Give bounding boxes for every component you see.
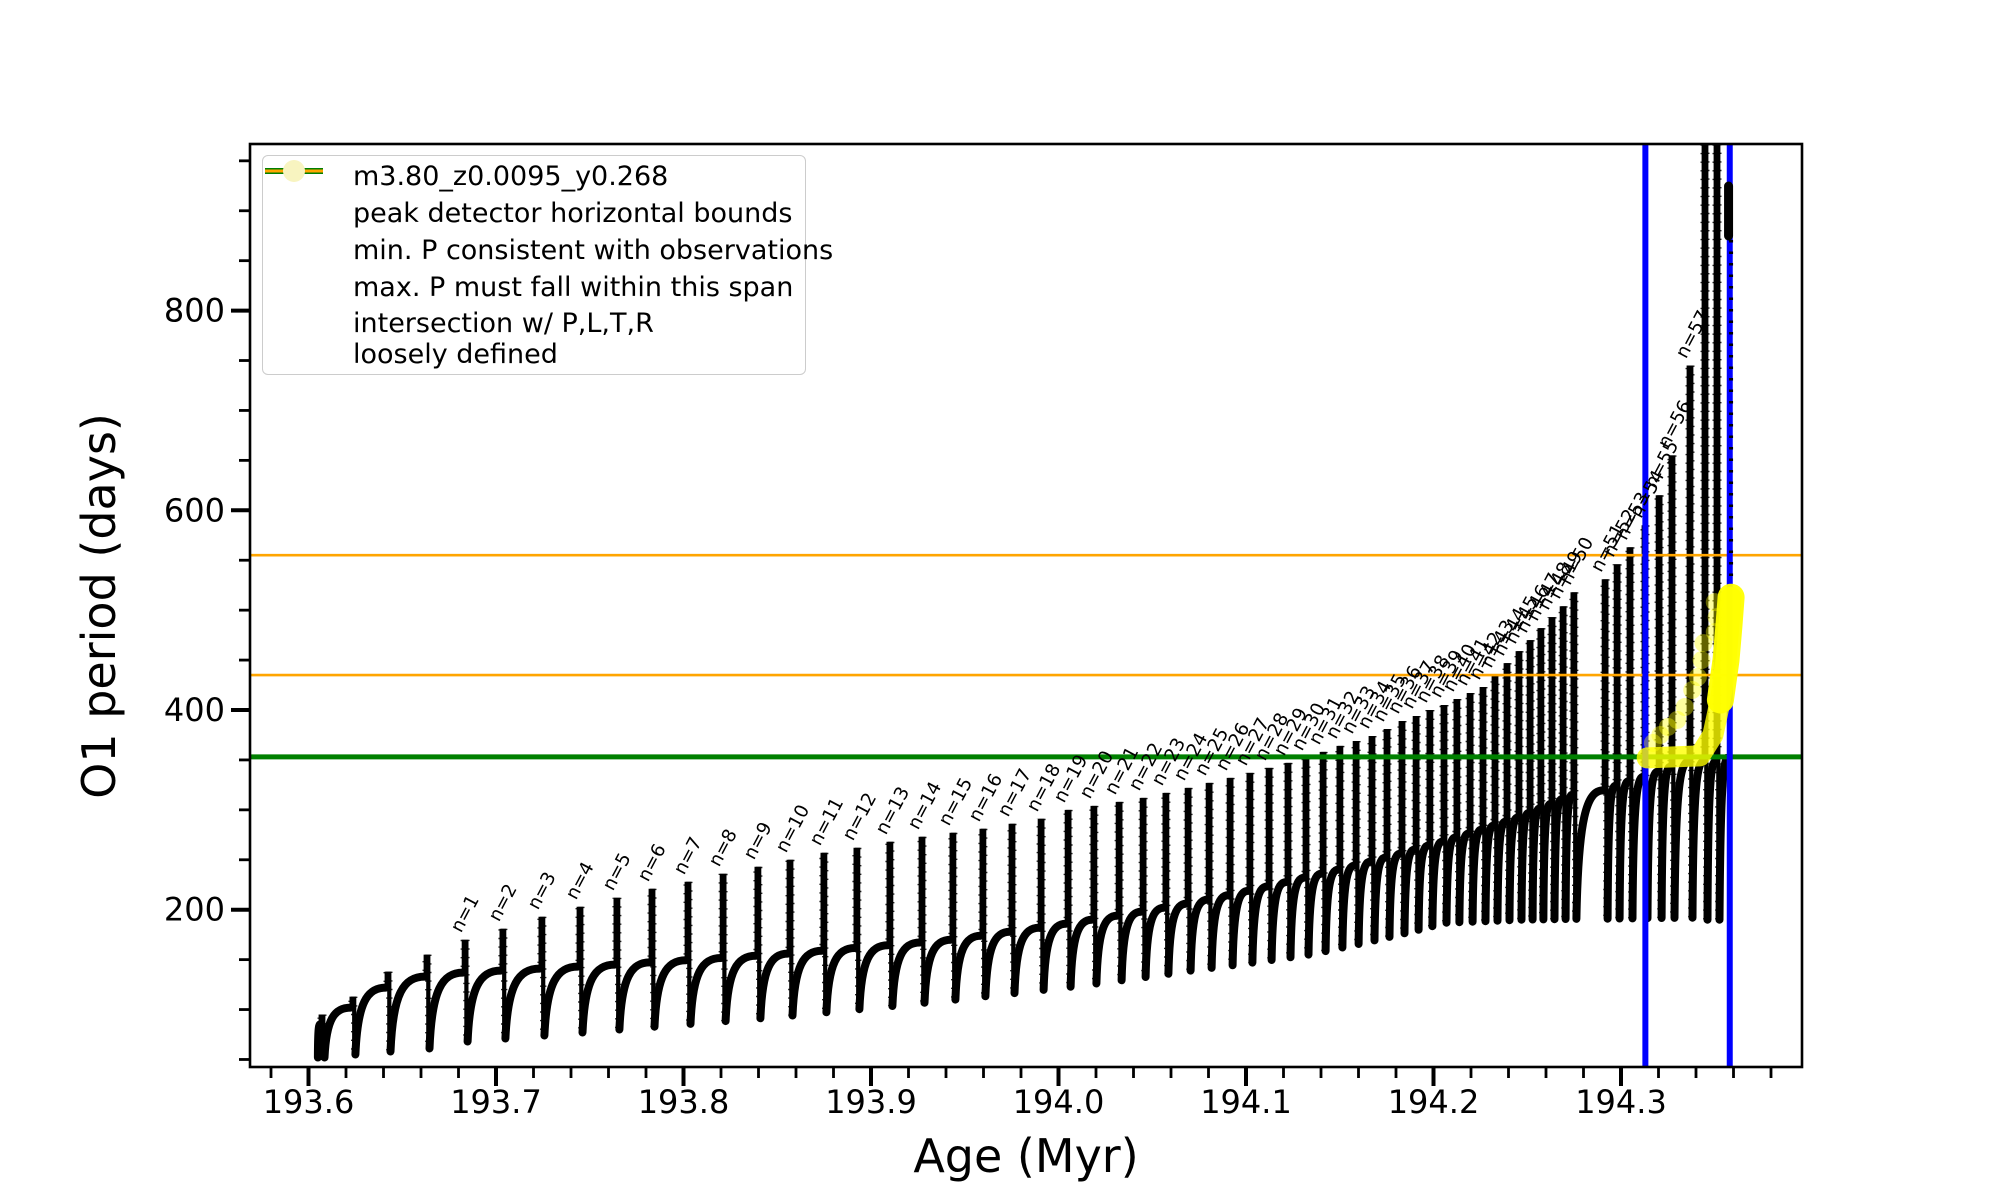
legend-item: intersection w/ P,L,T,R loosely defined [273, 160, 795, 370]
legend-label: max. P must fall within this span [353, 271, 794, 303]
y-tick-label: 800 [164, 292, 225, 330]
y-axis-label: O1 period (days) [72, 413, 126, 799]
axes-spines [248, 142, 1804, 1069]
legend-marker-thick-line-icon [265, 168, 337, 266]
legend-label: min. P consistent with observations [353, 234, 834, 266]
legend-item: m3.80_z0.0095_y0.268 [265, 161, 795, 193]
legend-marker-dot-icon [273, 160, 337, 355]
y-tick-label: 600 [164, 491, 225, 529]
intersection-scatter-dot [1707, 608, 1726, 627]
intersection-band-head [1706, 583, 1745, 714]
intersection-scatter-dot [1683, 681, 1702, 700]
intersection-scatter-dot [1692, 651, 1711, 670]
y-tick-label: 400 [164, 691, 225, 729]
intersection-scatter-dot [1705, 593, 1724, 612]
x-tick-label: 194.3 [1575, 1083, 1667, 1121]
x-tick-label: 194.1 [1200, 1083, 1292, 1121]
intersection-scatter-dot [1651, 725, 1670, 744]
x-tick-label: 193.8 [638, 1083, 730, 1121]
legend-marker-thick-line-icon [265, 168, 337, 230]
intersection-scatter-dot [1694, 634, 1713, 653]
intersection-scatter-dot [1658, 717, 1677, 736]
x-tick-label: 194.2 [1388, 1083, 1480, 1121]
legend-item: max. P must fall within this span [265, 169, 795, 303]
model-track-baseline [313, 753, 1731, 1062]
x-tick-label: 193.6 [263, 1083, 355, 1121]
model-track-marker-dots [317, 145, 1722, 1058]
legend-label: m3.80_z0.0095_y0.268 [353, 161, 669, 193]
x-tick-label: 193.7 [450, 1083, 542, 1121]
x-axis-label: Age (Myr) [913, 1129, 1138, 1183]
y-tick-label: 200 [164, 891, 225, 929]
intersection-scatter-dot [1688, 668, 1707, 687]
x-tick-label: 194.0 [1013, 1083, 1105, 1121]
legend-item: peak detector horizontal bounds [265, 168, 795, 230]
intersection-scatter-dot [1705, 623, 1724, 642]
legend-label: peak detector horizontal bounds [353, 198, 793, 230]
legend-marker-thin-line-icon [265, 169, 337, 303]
x-tick-label: 193.9 [825, 1083, 917, 1121]
legend-label: intersection w/ P,L,T,R loosely defined [353, 307, 654, 370]
legend-item: min. P consistent with observations [265, 168, 833, 266]
intersection-scatter-dot [1675, 698, 1694, 717]
intersection-scatter-dot [1643, 733, 1662, 752]
intersection-scatter-dot [1668, 710, 1687, 729]
